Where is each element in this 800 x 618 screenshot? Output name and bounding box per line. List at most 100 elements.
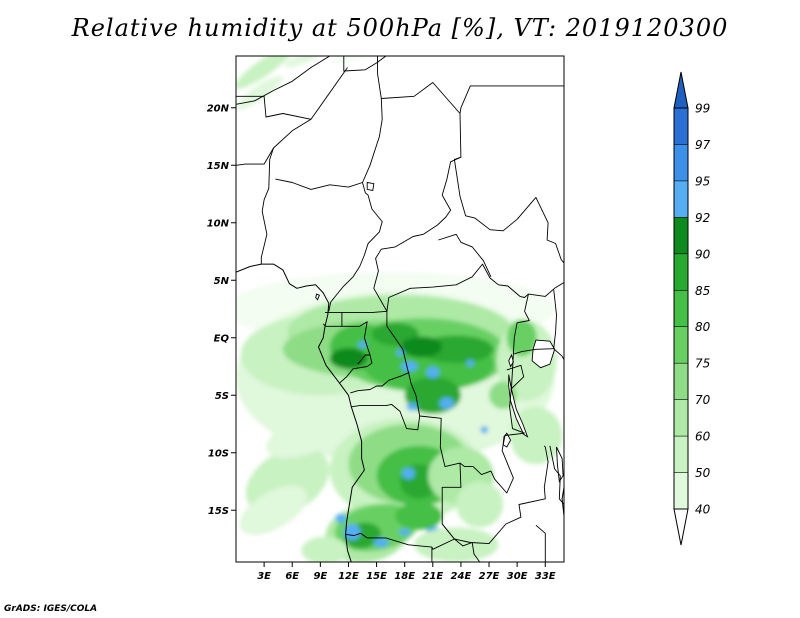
border-3 — [328, 194, 383, 312]
y-tick-label: 10S — [208, 448, 229, 459]
humidity-patch-50-39 — [266, 412, 347, 459]
border-24 — [441, 445, 549, 545]
border-16 — [345, 311, 462, 550]
border-25 — [535, 524, 546, 562]
humidity-patch-95-25 — [480, 426, 489, 434]
border-12 — [509, 294, 530, 434]
y-tick-label: 15N — [207, 161, 230, 172]
humidity-patch-95-18 — [426, 366, 440, 378]
border-20 — [357, 354, 370, 365]
colorbar-box-80 — [674, 326, 688, 364]
border-4 — [260, 147, 274, 265]
humidity-patch-50-38 — [239, 485, 308, 535]
humidity-patch-50-1 — [236, 75, 283, 110]
humidity-patch-95-24 — [396, 349, 404, 357]
colorbar-box-60 — [674, 436, 688, 473]
y-tick-label: 10N — [207, 218, 230, 229]
humidity-patch-60-28 — [509, 406, 563, 465]
x-tick-label: 12E — [338, 571, 359, 582]
colorbar-box-92 — [674, 217, 688, 254]
humidity-patch-92-15 — [329, 348, 368, 369]
humidity-patch-95-43 — [343, 524, 361, 541]
border-10 — [459, 85, 564, 114]
island-0 — [315, 293, 320, 301]
lake-4 — [556, 446, 564, 483]
humidity-patch-60-36 — [456, 481, 504, 528]
y-tick-label: 5S — [215, 391, 229, 402]
colorbar-label: 90 — [695, 247, 711, 261]
border-1 — [343, 56, 387, 72]
y-tick-label: 15S — [208, 506, 229, 517]
map-title: Relative humidity at 500hPa [%], VT: 201… — [71, 14, 729, 42]
colorbar-label: 75 — [695, 357, 710, 371]
y-axis-ticks: 20N 15N 10N 5N EQ 5S 10S 15S — [207, 103, 236, 517]
map-frame — [235, 55, 565, 563]
border-27 — [454, 538, 481, 562]
humidity-field — [236, 56, 563, 562]
colorbar-top-arrow — [673, 71, 689, 109]
x-tick-label: 15E — [366, 571, 387, 582]
humidity-patch-95-44 — [335, 513, 347, 523]
border-14 — [553, 289, 564, 360]
y-tick-label: 20N — [207, 103, 230, 114]
x-tick-label: 27E — [479, 571, 500, 582]
lake-5 — [366, 181, 375, 192]
colorbar-label: 50 — [695, 466, 711, 480]
lake-3 — [531, 339, 556, 369]
x-tick-label: 6E — [285, 571, 299, 582]
humidity-patch-85-48 — [395, 502, 443, 530]
colorbar-bottom-arrow — [673, 508, 689, 546]
border-23 — [459, 432, 525, 494]
x-tick-label: 9E — [313, 571, 327, 582]
colorbar-box-90 — [674, 253, 688, 291]
y-tick-label: EQ — [214, 333, 230, 344]
colorbar-box-95 — [674, 180, 688, 218]
humidity-patch-60-0 — [236, 56, 294, 89]
humidity-patch-95-20 — [406, 402, 418, 411]
humidity-patch-95-21 — [357, 341, 368, 349]
country-boundaries — [236, 56, 564, 562]
colorbar-label: 80 — [695, 320, 711, 334]
humidity-patch-95-19 — [439, 397, 455, 410]
border-26 — [549, 445, 564, 505]
humidity-patch-95-34 — [401, 467, 415, 480]
x-axis-ticks: 3E 6E 9E 12E 15E 18E 21E 24E 27E 30E 33E — [257, 562, 556, 582]
colorbar-label: 99 — [695, 102, 710, 116]
border-7 — [236, 95, 312, 120]
colorbar-box-99 — [674, 108, 688, 145]
border-9 — [438, 233, 492, 277]
colorbar-label: 95 — [695, 174, 710, 188]
humidity-patch-92-16 — [400, 336, 443, 358]
x-tick-label: 18E — [394, 571, 415, 582]
x-tick-label: 24E — [451, 571, 472, 582]
colorbar-box-75 — [674, 363, 688, 400]
colorbar-label: 70 — [695, 393, 711, 407]
border-11 — [453, 156, 564, 264]
border-2 — [362, 56, 383, 196]
x-tick-label: 30E — [507, 571, 528, 582]
colorbar-box-70 — [674, 399, 688, 437]
x-tick-label: 33E — [535, 571, 556, 582]
x-tick-label: 21E — [422, 571, 443, 582]
colorbar-box-85 — [674, 290, 688, 327]
humidity-patch-40-3 — [329, 56, 367, 64]
border-8 — [373, 82, 564, 312]
border-0 — [236, 56, 330, 105]
coastline-1 — [561, 487, 564, 517]
border-15 — [506, 364, 525, 390]
humidity-patch-95-46 — [399, 528, 411, 536]
humidity-patch-95-17 — [400, 361, 418, 372]
humidity-patch-50-2 — [283, 56, 320, 68]
colorbar-label: 92 — [695, 211, 710, 225]
border-5 — [275, 178, 363, 190]
colorbar-box-97 — [674, 144, 688, 181]
grads-credit: GrADS: IGES/COLA — [4, 604, 98, 614]
border-22 — [351, 403, 421, 431]
humidity-patch-95-45 — [373, 537, 389, 548]
colorbar-box-50 — [674, 472, 688, 509]
humidity-patch-80-27 — [506, 319, 537, 357]
colorbar-label: 85 — [695, 284, 710, 298]
border-13 — [514, 348, 554, 355]
colorbar: 99 97 95 92 90 85 80 75 70 60 50 40 — [673, 71, 711, 546]
